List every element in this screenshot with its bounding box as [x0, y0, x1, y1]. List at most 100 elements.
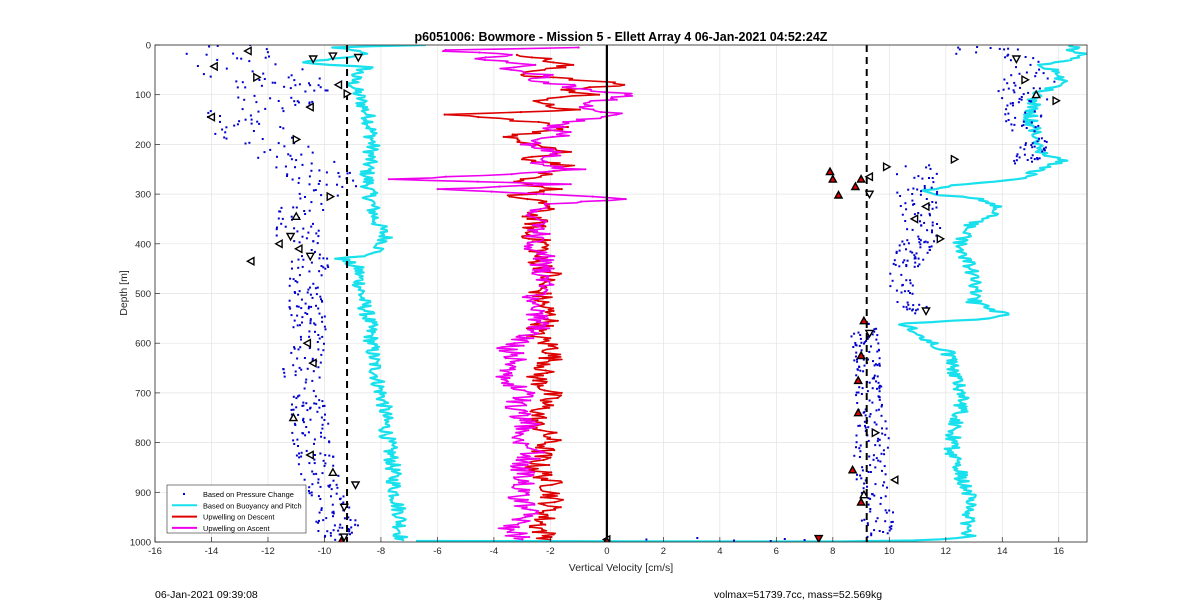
- pressure-point: [319, 485, 322, 488]
- pressure-point: [309, 286, 311, 289]
- pressure-point: [869, 508, 872, 510]
- pressure-point: [884, 433, 887, 436]
- pressure-point: [293, 79, 296, 82]
- pressure-point: [1006, 104, 1009, 107]
- series-point: [516, 140, 519, 143]
- pressure-point: [1031, 146, 1034, 149]
- pressure-point: [1022, 124, 1025, 127]
- pressure-point: [290, 158, 293, 161]
- series-point: [525, 339, 528, 342]
- pressure-point: [263, 151, 266, 154]
- pressure-point: [918, 238, 921, 240]
- pressure-point: [1028, 100, 1031, 102]
- series-point: [534, 255, 537, 258]
- series-point: [576, 118, 579, 121]
- series-point: [539, 429, 542, 432]
- pressure-point: [290, 215, 293, 218]
- pressure-point: [1038, 157, 1041, 160]
- pressure-point: [1023, 148, 1026, 151]
- series-line: [443, 54, 626, 541]
- pressure-point: [911, 193, 914, 195]
- pressure-point: [313, 89, 316, 92]
- pressure-point: [866, 524, 869, 527]
- series-point: [545, 289, 548, 293]
- series-point: [556, 347, 559, 350]
- series-point: [531, 394, 534, 397]
- pressure-point: [336, 183, 338, 186]
- pressure-point: [312, 189, 315, 192]
- pressure-point: [202, 73, 205, 76]
- pressure-point: [858, 386, 861, 389]
- series-point: [529, 399, 532, 402]
- series-point: [552, 61, 555, 64]
- pressure-point: [879, 460, 882, 463]
- pressure-point: [911, 292, 914, 295]
- pressure-point: [305, 402, 308, 405]
- pressure-point: [1017, 101, 1020, 104]
- series-point: [542, 227, 545, 230]
- pressure-point: [898, 244, 901, 247]
- series-point: [444, 175, 447, 178]
- pressure-point: [291, 431, 294, 434]
- pressure-point: [929, 167, 932, 170]
- pressure-point: [312, 222, 314, 225]
- pressure-point: [645, 538, 648, 541]
- series-point: [532, 257, 535, 260]
- pressure-point: [1025, 127, 1028, 129]
- pressure-point: [315, 472, 318, 475]
- pressure-point: [878, 364, 881, 367]
- series-point: [535, 426, 538, 429]
- pressure-point: [327, 266, 330, 268]
- pressure-point: [209, 110, 212, 113]
- pressure-point: [912, 203, 914, 206]
- pressure-point: [330, 495, 332, 498]
- pressure-point: [864, 414, 867, 417]
- pressure-point: [1031, 142, 1034, 145]
- pressure-point: [248, 60, 251, 63]
- series-point: [526, 299, 529, 303]
- triangle-marker: [274, 239, 283, 249]
- series-point: [533, 503, 536, 506]
- pressure-point: [925, 305, 928, 308]
- pressure-point: [302, 421, 305, 424]
- pressure-point: [914, 261, 917, 264]
- pressure-point: [301, 163, 304, 166]
- series-point: [528, 212, 531, 216]
- pressure-point: [255, 101, 258, 104]
- pressure-point: [873, 328, 876, 331]
- series-point: [547, 354, 550, 357]
- series-point: [498, 185, 501, 188]
- legend-label: Based on Pressure Change: [203, 490, 294, 499]
- pressure-point: [311, 296, 314, 299]
- pressure-point: [855, 355, 857, 358]
- pressure-point: [935, 201, 937, 204]
- pressure-point: [911, 228, 914, 231]
- pressure-point: [312, 389, 315, 392]
- pressure-point: [1012, 104, 1014, 107]
- triangle-marker: [328, 467, 338, 476]
- pressure-point: [855, 434, 858, 437]
- series-point: [563, 125, 566, 129]
- pressure-point: [298, 192, 301, 195]
- pressure-point: [294, 424, 297, 426]
- pressure-point: [921, 177, 924, 180]
- series-point: [529, 215, 532, 218]
- pressure-point: [1004, 113, 1007, 116]
- series-point: [545, 200, 548, 203]
- pressure-point: [862, 487, 865, 490]
- pressure-point: [871, 401, 874, 404]
- pressure-point: [1030, 144, 1033, 146]
- pressure-point: [911, 284, 914, 287]
- y-tick-label: 800: [135, 438, 151, 449]
- pressure-point: [355, 185, 357, 188]
- y-tick-label: 900: [135, 488, 151, 499]
- pressure-point: [293, 227, 296, 230]
- triangle-marker: [813, 534, 824, 542]
- reference-lines: [346, 45, 868, 542]
- pressure-point: [216, 45, 219, 47]
- series-point: [547, 265, 550, 268]
- pressure-point: [873, 529, 876, 532]
- pressure-point: [264, 56, 267, 59]
- x-tick-label: -16: [148, 546, 162, 557]
- pressure-point: [311, 100, 314, 103]
